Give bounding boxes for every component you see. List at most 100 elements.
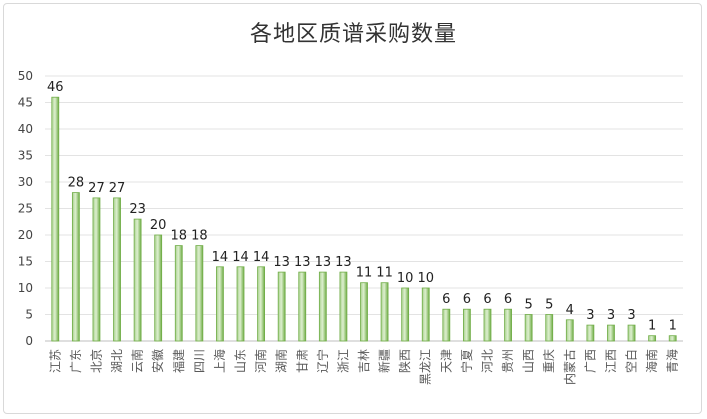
y-tick-label: 45 [18,96,33,110]
data-label: 4 [566,303,574,318]
x-tick-label: 海南 [644,349,659,373]
data-label: 1 [648,319,656,334]
x-tick-label: 贵州 [501,349,515,373]
data-label: 6 [504,292,512,307]
data-label: 18 [171,229,188,244]
x-tick-label: 河南 [253,349,268,373]
bar [463,308,471,342]
bar [545,314,554,342]
x-tick-label: 空白 [624,349,639,373]
data-label: 13 [315,255,332,270]
bar [133,218,142,342]
bar [339,271,348,342]
x-tick-label: 安徽 [150,349,165,373]
data-label: 10 [417,271,434,286]
x-tick-label: 福建 [171,349,186,373]
bar [524,314,533,342]
bar [236,266,245,342]
data-label: 6 [463,292,471,307]
x-tick-label: 湖南 [274,349,289,373]
x-tick-label: 广东 [69,349,83,373]
bar [627,324,636,342]
x-tick-label: 江西 [604,349,618,373]
bar [483,308,492,342]
data-label: 11 [356,266,373,281]
bar [154,234,163,342]
y-tick-label: 30 [18,175,33,189]
y-tick-label: 20 [18,228,33,242]
data-label: 6 [483,292,491,307]
bar [421,287,430,342]
data-label: 3 [627,308,635,323]
data-label: 46 [47,80,64,95]
x-tick-label: 上海 [212,349,227,373]
data-label: 3 [607,308,615,323]
data-label: 28 [68,176,85,191]
bar [174,245,183,342]
y-tick-label: 10 [18,281,33,295]
data-label: 13 [273,255,290,270]
bar [92,197,101,342]
data-label: 11 [376,266,393,281]
data-label: 27 [109,181,126,196]
bar [648,335,657,342]
bar [668,335,677,342]
x-tick-label: 甘肃 [295,349,309,373]
data-label: 13 [294,255,311,270]
bar [277,271,286,342]
y-tick-label: 35 [18,149,33,163]
data-label: 3 [586,308,594,323]
bar [586,324,595,342]
data-label: 23 [129,202,146,217]
data-label: 14 [232,250,249,265]
bar [298,271,307,342]
bar [318,271,327,342]
data-label: 1 [669,319,677,334]
bar [195,245,204,342]
data-label: 5 [545,298,553,313]
data-label: 13 [335,255,352,270]
x-tick-label: 天津 [439,349,453,373]
data-label: 10 [397,271,414,286]
x-tick-label: 陕西 [397,349,412,373]
x-tick-label: 北京 [89,349,103,373]
y-tick-label: 0 [25,334,33,348]
bar [360,282,368,342]
x-tick-label: 湖北 [109,349,124,373]
data-label: 27 [88,181,105,196]
y-tick-label: 15 [18,255,33,269]
x-tick-label: 浙江 [336,349,350,373]
data-label: 20 [150,218,167,233]
bar [71,192,80,342]
x-tick-label: 山东 [234,349,248,373]
x-tick-label: 黑龙江 [419,349,433,385]
x-tick-label: 新疆 [377,349,392,373]
x-tick-label: 辽宁 [315,349,330,373]
data-label: 6 [442,292,450,307]
data-label: 18 [191,229,208,244]
data-label: 5 [525,298,533,313]
bar [504,308,512,342]
x-tick-label: 山西 [522,349,536,373]
bar [401,287,410,342]
bar [380,282,389,342]
chart-title: 各地区质谱采购数量 [249,22,457,47]
x-tick-label: 重庆 [542,349,556,373]
y-tick-label: 50 [18,69,33,83]
y-tick-label: 25 [18,202,33,216]
x-tick-label: 四川 [192,349,206,373]
bar [51,96,60,342]
x-tick-label: 内蒙古 [562,349,577,385]
data-label: 14 [253,250,270,265]
x-tick-label: 河北 [480,349,494,373]
bar [113,197,121,342]
x-tick-label: 吉林 [357,349,371,373]
data-label: 14 [212,250,229,265]
bar [442,308,451,342]
x-tick-label: 青海 [665,349,680,373]
y-tick-label: 40 [18,122,33,136]
bar [565,319,574,342]
x-tick-label: 云南 [130,349,145,373]
x-tick-label: 宁夏 [459,349,474,373]
